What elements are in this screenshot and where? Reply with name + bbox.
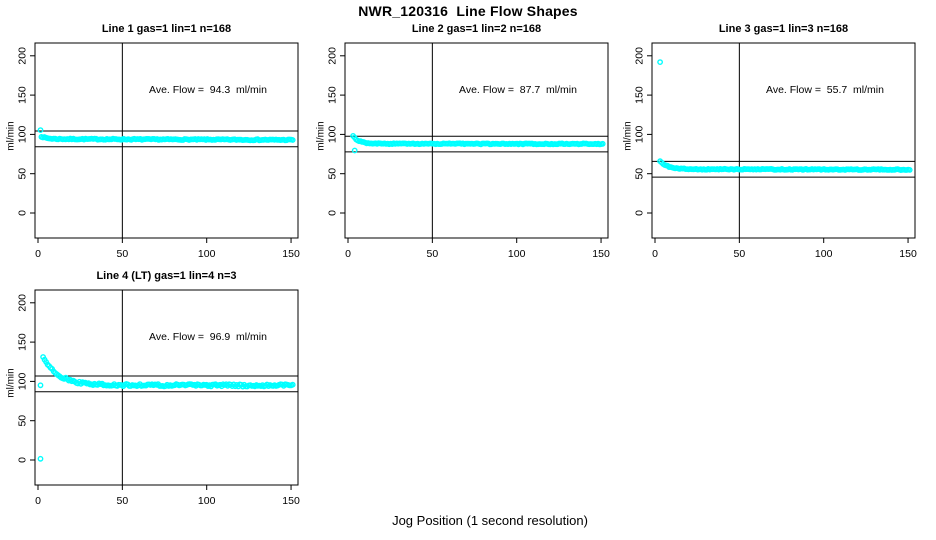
svg-text:200: 200 [634, 47, 646, 65]
svg-text:150: 150 [282, 495, 300, 507]
svg-text:100: 100 [508, 248, 526, 260]
subplot-title: Line 2 gas=1 lin=2 n=168 [411, 23, 542, 35]
svg-text:150: 150 [634, 86, 646, 104]
svg-text:150: 150 [899, 248, 917, 260]
svg-text:0: 0 [652, 248, 658, 260]
subplot-line-2: 0 50 100 150 0 50 100 150 200 Line 2 gas=1 lin=2… [312, 20, 624, 270]
svg-text:150: 150 [17, 333, 29, 351]
svg-text:150: 150 [17, 86, 29, 104]
svg-text:150: 150 [282, 248, 300, 260]
svg-text:0: 0 [634, 210, 646, 216]
plot-canvas: 0 50 100 150 0 50 100 150 200 [17, 289, 300, 507]
svg-text:150: 150 [592, 248, 610, 260]
svg-text:100: 100 [198, 495, 216, 507]
subplot-line-4: 0 50 100 150 0 50 100 150 200 Line 4 (LT) gas=1 … [2, 267, 314, 517]
subplot-line-1: 0 50 100 150 0 50 100 150 200 Line 1 gas=1 lin=1… [2, 20, 314, 270]
plot-canvas: 0 50 100 150 0 50 100 150 200 [17, 42, 300, 260]
svg-text:50: 50 [427, 248, 439, 260]
svg-text:100: 100 [198, 248, 216, 260]
svg-text:100: 100 [17, 372, 29, 390]
y-axis-label: ml/min [315, 121, 327, 151]
ave-flow-annotation: Ave. Flow = 94.3 ml/min [149, 84, 267, 96]
svg-text:50: 50 [17, 168, 29, 180]
svg-text:50: 50 [327, 168, 339, 180]
svg-text:0: 0 [17, 457, 29, 463]
svg-text:0: 0 [17, 210, 29, 216]
svg-text:200: 200 [327, 47, 339, 65]
svg-text:200: 200 [17, 47, 29, 65]
svg-text:0: 0 [345, 248, 351, 260]
subplot-title: Line 1 gas=1 lin=1 n=168 [101, 23, 232, 35]
subplot-line-3: 0 50 100 150 0 50 100 150 200 Line 3 gas=1 lin=3… [619, 20, 931, 270]
figure-title: NWR_120316 Line Flow Shapes [358, 3, 578, 19]
x-axis-label: Jog Position (1 second resolution) [392, 513, 588, 528]
svg-text:50: 50 [17, 415, 29, 427]
svg-text:100: 100 [17, 125, 29, 143]
ave-flow-annotation: Ave. Flow = 87.7 ml/min [459, 84, 577, 96]
ave-flow-annotation: Ave. Flow = 96.9 ml/min [149, 331, 267, 343]
svg-text:100: 100 [634, 125, 646, 143]
y-axis-label: ml/min [5, 121, 17, 151]
svg-text:50: 50 [634, 168, 646, 180]
y-axis-label: ml/min [622, 121, 634, 151]
y-axis-label: ml/min [5, 368, 17, 398]
svg-text:0: 0 [35, 248, 41, 260]
subplot-title: Line 4 (LT) gas=1 lin=4 n=3 [96, 270, 237, 282]
svg-text:50: 50 [117, 495, 129, 507]
plot-canvas: 0 50 100 150 0 50 100 150 200 [327, 42, 610, 260]
svg-text:150: 150 [327, 86, 339, 104]
plot-canvas: 0 50 100 150 0 50 100 150 200 [634, 42, 917, 260]
svg-text:100: 100 [815, 248, 833, 260]
ave-flow-annotation: Ave. Flow = 55.7 ml/min [766, 84, 884, 96]
svg-text:0: 0 [327, 210, 339, 216]
svg-text:100: 100 [327, 125, 339, 143]
subplot-title: Line 3 gas=1 lin=3 n=168 [718, 23, 849, 35]
svg-text:50: 50 [117, 248, 129, 260]
svg-text:200: 200 [17, 294, 29, 312]
svg-text:0: 0 [35, 495, 41, 507]
svg-text:50: 50 [734, 248, 746, 260]
